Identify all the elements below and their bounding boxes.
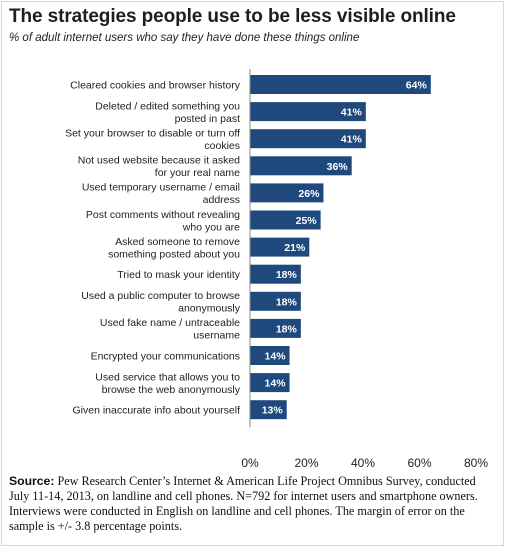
- x-tick-label: 0%: [241, 456, 259, 470]
- category-label: Deleted / edited something you posted in …: [95, 100, 240, 125]
- category-label: Post comments without revealing who you a…: [86, 209, 240, 234]
- bar: [250, 156, 352, 176]
- bar-value-label: 14%: [265, 351, 287, 363]
- bar: [250, 237, 310, 257]
- source-note: Source: Pew Research Center’s Internet &…: [9, 474, 499, 534]
- bar-value-label: 13%: [262, 405, 284, 417]
- bar: [250, 210, 321, 230]
- bar-value-label: 18%: [276, 296, 298, 308]
- category-label: Used temporary username / email address: [82, 182, 240, 207]
- category-label: Encrypted your communications: [91, 351, 240, 363]
- category-label: Used fake name / untraceable username: [100, 317, 240, 342]
- bar: [250, 318, 301, 338]
- bar-value-label: 21%: [284, 242, 306, 254]
- bar-value-label: 18%: [276, 323, 298, 335]
- bar: [250, 400, 287, 420]
- x-tick-label: 20%: [294, 456, 318, 470]
- category-label: Cleared cookies and browser history: [70, 80, 241, 92]
- bar: [250, 373, 290, 393]
- bar-value-label: 25%: [296, 215, 318, 227]
- category-label: Asked someone to remove something posted …: [108, 236, 240, 261]
- x-tick-label: 40%: [351, 456, 375, 470]
- bar: [250, 102, 366, 122]
- category-label: Used service that allows you to browse th…: [95, 371, 240, 396]
- bar-value-label: 41%: [341, 134, 363, 146]
- category-label: Set your browser to disable or turn off c…: [65, 127, 240, 152]
- category-label: Given inaccurate info about yourself: [72, 405, 240, 417]
- bar: [250, 291, 301, 311]
- category-label: Not used website because it asked for you…: [78, 155, 240, 180]
- bar-value-label: 26%: [298, 188, 320, 200]
- chart-subtitle: % of adult internet users who say they h…: [9, 32, 360, 44]
- category-label: Used a public computer to browse anonymou…: [81, 290, 240, 315]
- bar-value-label: 36%: [327, 161, 349, 173]
- chart-title: The strategies people use to be less vis…: [9, 6, 456, 27]
- bar-value-label: 14%: [265, 378, 287, 390]
- bar: [250, 129, 366, 149]
- bar: [250, 75, 431, 94]
- bar-value-label: 41%: [341, 107, 363, 119]
- bar-value-label: 64%: [406, 80, 428, 92]
- bar: [250, 346, 290, 365]
- x-tick-label: 60%: [407, 456, 431, 470]
- category-label: Tried to mask your identity: [117, 269, 240, 281]
- x-tick-label: 80%: [464, 456, 488, 470]
- source-text: Pew Research Center’s Internet & America…: [9, 474, 478, 533]
- bar: [250, 183, 324, 203]
- bar: [250, 264, 301, 284]
- source-label: Source:: [9, 474, 55, 488]
- bar-value-label: 18%: [276, 269, 298, 281]
